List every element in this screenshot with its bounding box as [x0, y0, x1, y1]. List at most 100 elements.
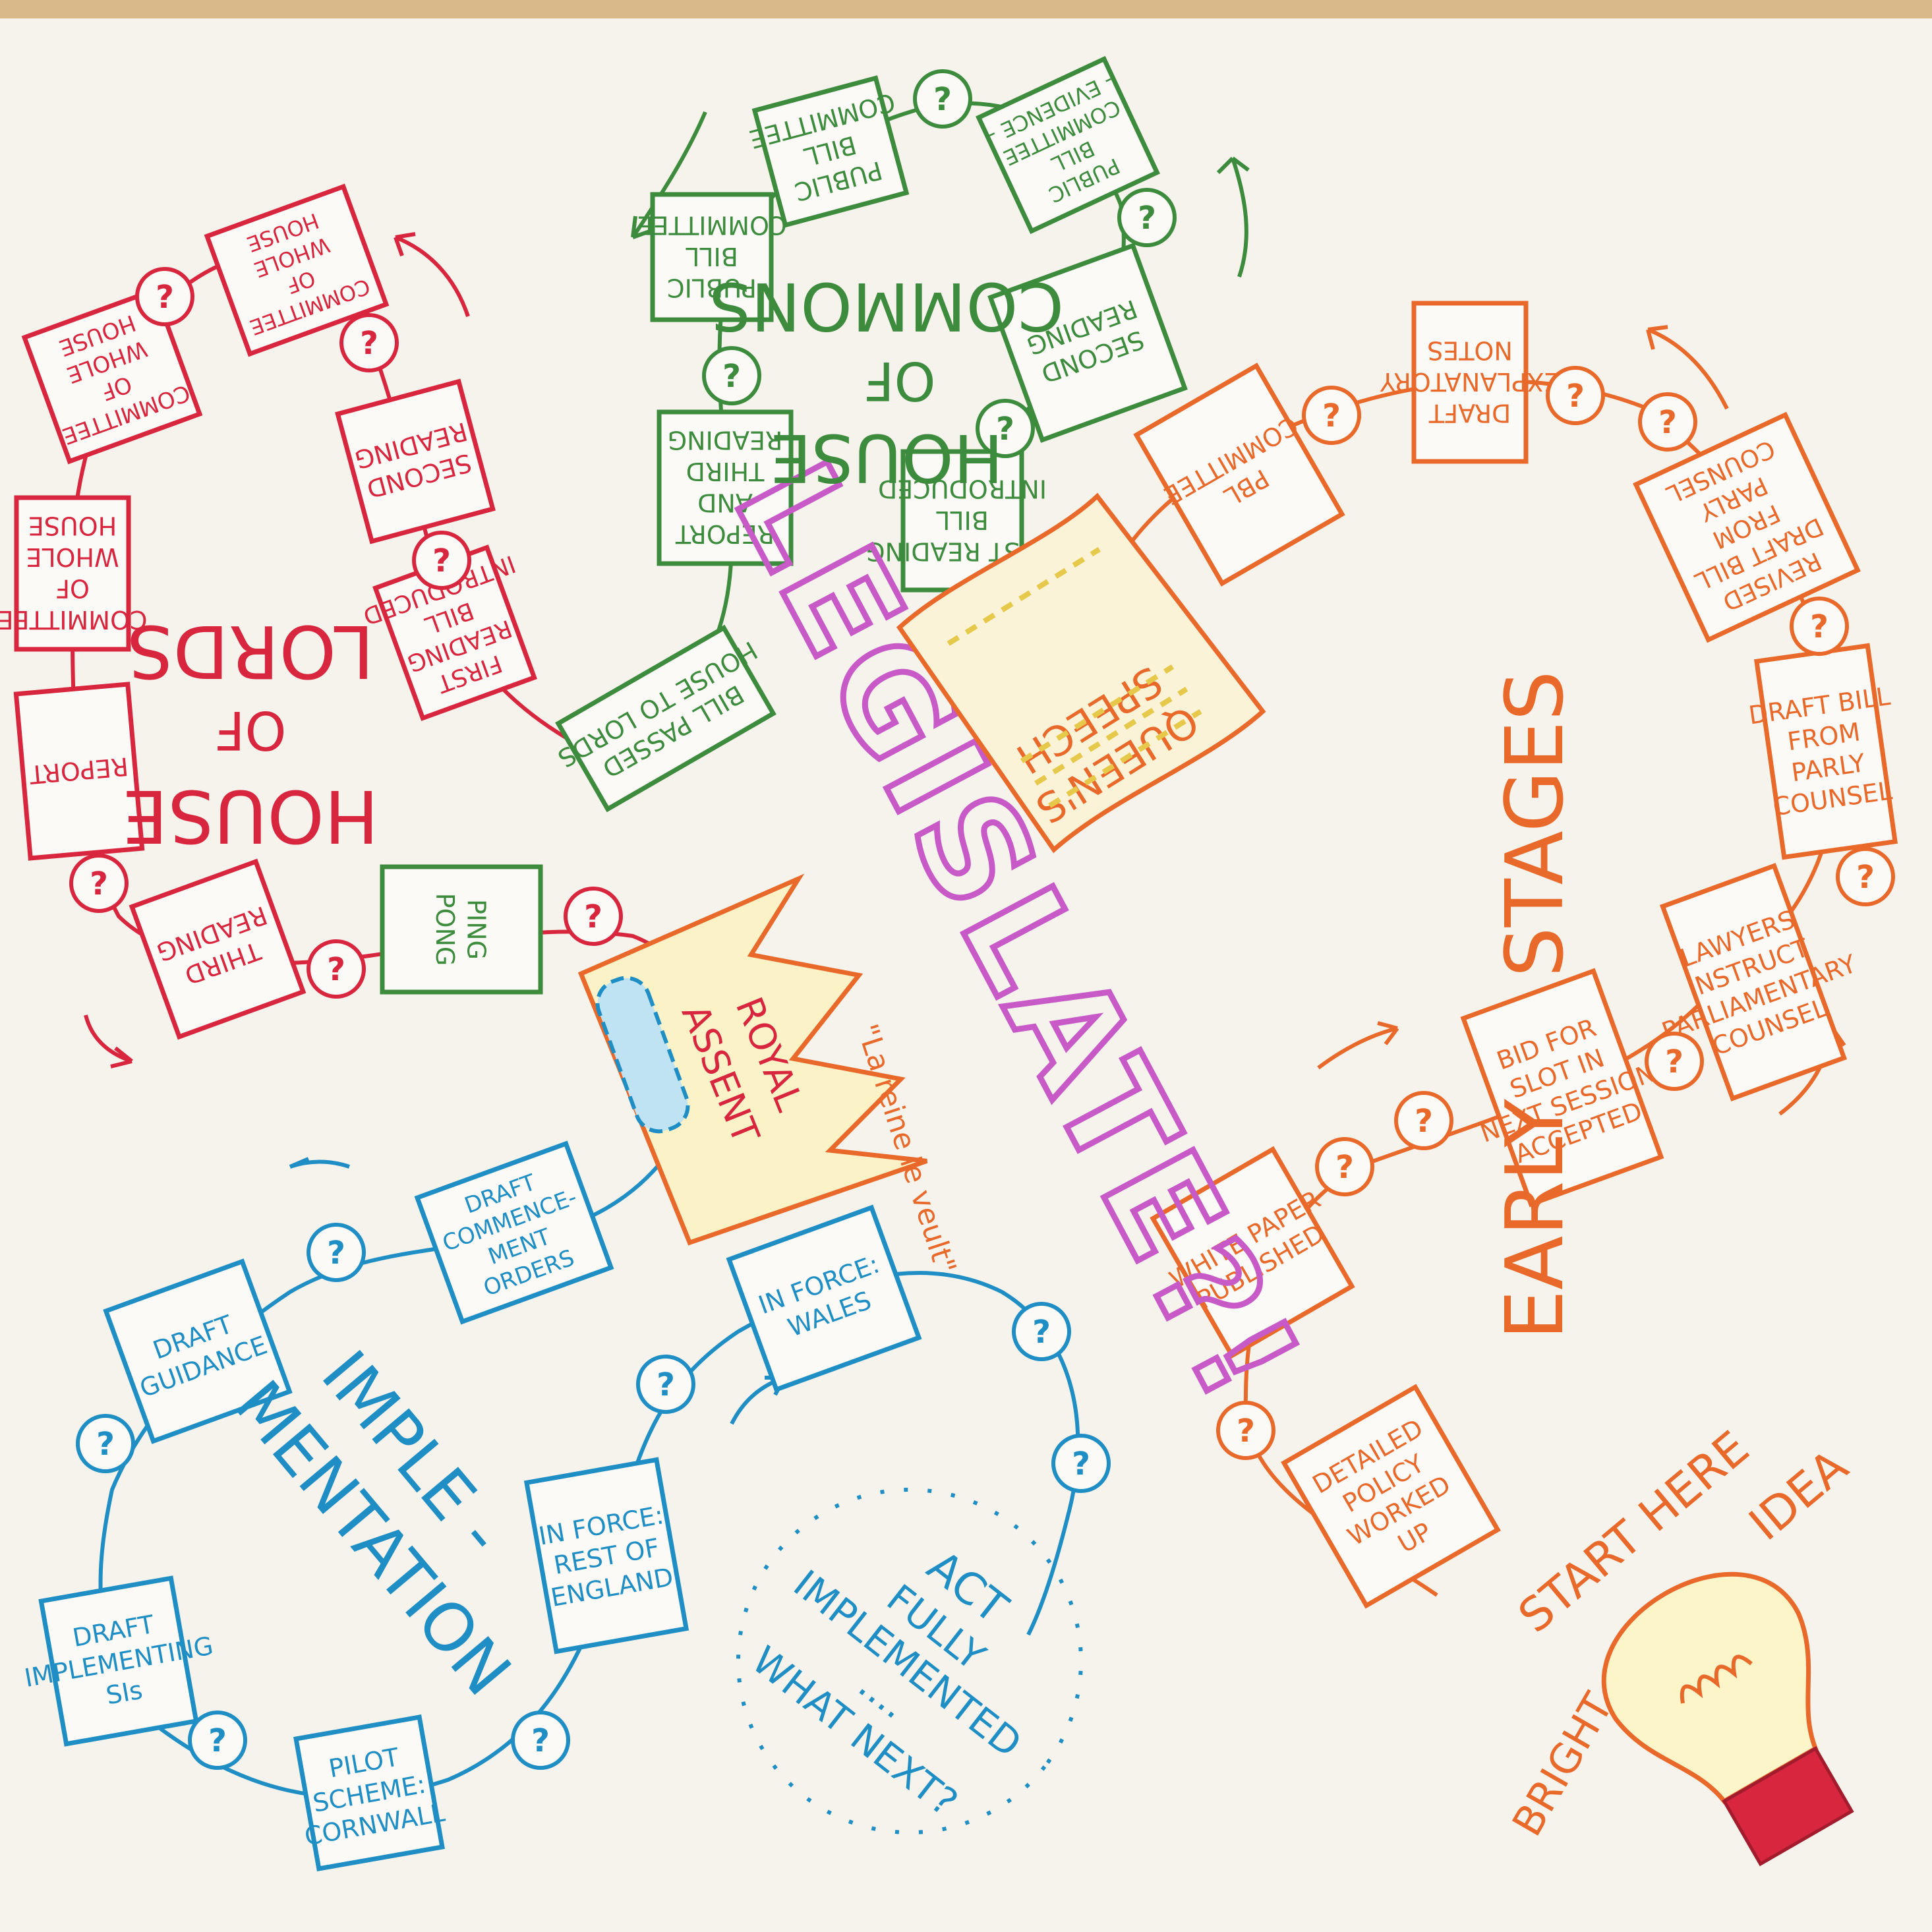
- question-mark: ?: [1415, 1103, 1433, 1140]
- question-node-circle: [1638, 392, 1697, 452]
- stage-box-text: OF: [55, 574, 90, 603]
- question-node: ?: [913, 69, 972, 129]
- question-mark: ?: [1335, 1149, 1354, 1186]
- stage-box-frame: [1133, 363, 1345, 587]
- lords-label-line2: OF: [215, 699, 287, 761]
- stage-box-text: READING: [668, 426, 783, 455]
- question-mark: ?: [657, 1366, 675, 1403]
- stage-box-frame: [103, 1258, 293, 1444]
- act-burst-circle: [736, 1488, 1083, 1834]
- question-node-circle: [339, 313, 399, 372]
- question-mark: ?: [1566, 378, 1585, 415]
- question-node: ?: [1302, 386, 1361, 445]
- stage-box-frame: [726, 1204, 922, 1393]
- stage-box-text: INTRODUCED: [878, 474, 1047, 503]
- stage-box-frame: [1753, 643, 1898, 860]
- direction-arrow: [631, 111, 707, 239]
- impl-stage-box: IN FORCE:WALES: [726, 1204, 922, 1393]
- stage-box-text: REPORT: [675, 519, 775, 548]
- question-node: ?: [976, 399, 1035, 458]
- stage-box-frame: [987, 243, 1188, 443]
- scroll-shape: [896, 492, 1266, 854]
- question-mark: ?: [208, 1722, 227, 1759]
- direction-arrow: [84, 1014, 132, 1063]
- question-mark: ?: [96, 1426, 115, 1463]
- stage-box-frame: [414, 1140, 614, 1325]
- question-node: ?: [135, 267, 194, 326]
- question-mark: ?: [1237, 1413, 1255, 1449]
- direction-arrow: [394, 235, 470, 317]
- question-mark: ?: [327, 951, 345, 988]
- question-node: ?: [1790, 597, 1849, 656]
- question-node-circle: [913, 69, 972, 129]
- question-node: ?: [339, 313, 399, 372]
- stage-box-text: COMMITTEE: [0, 605, 148, 634]
- question-mark: ?: [432, 542, 451, 579]
- direction-arrow: [1317, 1026, 1398, 1070]
- question-node: ?: [1836, 847, 1895, 906]
- commons-label: HOUSE OF COMMONS: [709, 268, 1064, 496]
- question-mark: ?: [1072, 1446, 1090, 1482]
- stage-box-frame: [523, 1457, 689, 1654]
- question-node: ?: [1638, 392, 1697, 452]
- stage-box-text: PUBLIC: [667, 273, 757, 302]
- question-mark: ?: [722, 358, 741, 395]
- question-node-circle: [976, 399, 1035, 458]
- question-node: ?: [188, 1711, 247, 1770]
- commons-label-line3: COMMONS: [709, 268, 1064, 345]
- question-node-circle: [511, 1711, 570, 1770]
- question-node-circle: [1645, 1032, 1704, 1091]
- bulb-glass: [1601, 1571, 1819, 1805]
- stage-box-text: COMMITTEE: [637, 210, 787, 239]
- question-node-circle: [135, 267, 194, 326]
- stage-box-frame: [1460, 968, 1664, 1208]
- stage-box-text: WHOLE: [26, 542, 119, 571]
- question-node-circle: [69, 854, 129, 913]
- stage-box-text: BILL: [936, 506, 989, 535]
- stage-box-text: BILL: [686, 242, 738, 271]
- stage-box-frame: [1659, 863, 1848, 1101]
- question-mark: ?: [90, 865, 108, 902]
- stage-box-frame: [204, 183, 390, 357]
- question-mark: ?: [933, 81, 952, 118]
- question-mark: ?: [1138, 200, 1156, 237]
- early-label-line2: STAGES: [1490, 670, 1581, 977]
- question-node: ?: [564, 887, 623, 946]
- question-node: ?: [412, 531, 471, 590]
- question-node: ?: [1315, 1137, 1374, 1196]
- stage-box-frame: [13, 682, 145, 861]
- question-node-circle: [1051, 1434, 1111, 1493]
- stage-box-text: PING: [462, 899, 491, 960]
- stage-box-frame: [1281, 1384, 1501, 1609]
- question-node: ?: [1394, 1091, 1453, 1150]
- lords-label-line3: LORDS: [127, 609, 374, 693]
- early-label-line1: EARLY: [1490, 1099, 1581, 1340]
- stage-box-text: SIs: [103, 1676, 144, 1711]
- stage-box-frame: [21, 287, 203, 465]
- stage-box-text: NOTES: [1427, 336, 1513, 365]
- stage-box-frame: [1633, 411, 1861, 643]
- stage-box-text: AND: [697, 488, 753, 517]
- question-mark: ?: [584, 898, 602, 935]
- question-node: ?: [1051, 1434, 1111, 1493]
- question-mark: ?: [531, 1722, 550, 1759]
- commons-label-line2: OF: [864, 350, 936, 411]
- question-node: ?: [1546, 366, 1605, 425]
- early-stages-label: EARLY STAGES: [1490, 670, 1581, 1339]
- question-mark: ?: [327, 1235, 345, 1272]
- direction-arrow-head: [1216, 156, 1250, 175]
